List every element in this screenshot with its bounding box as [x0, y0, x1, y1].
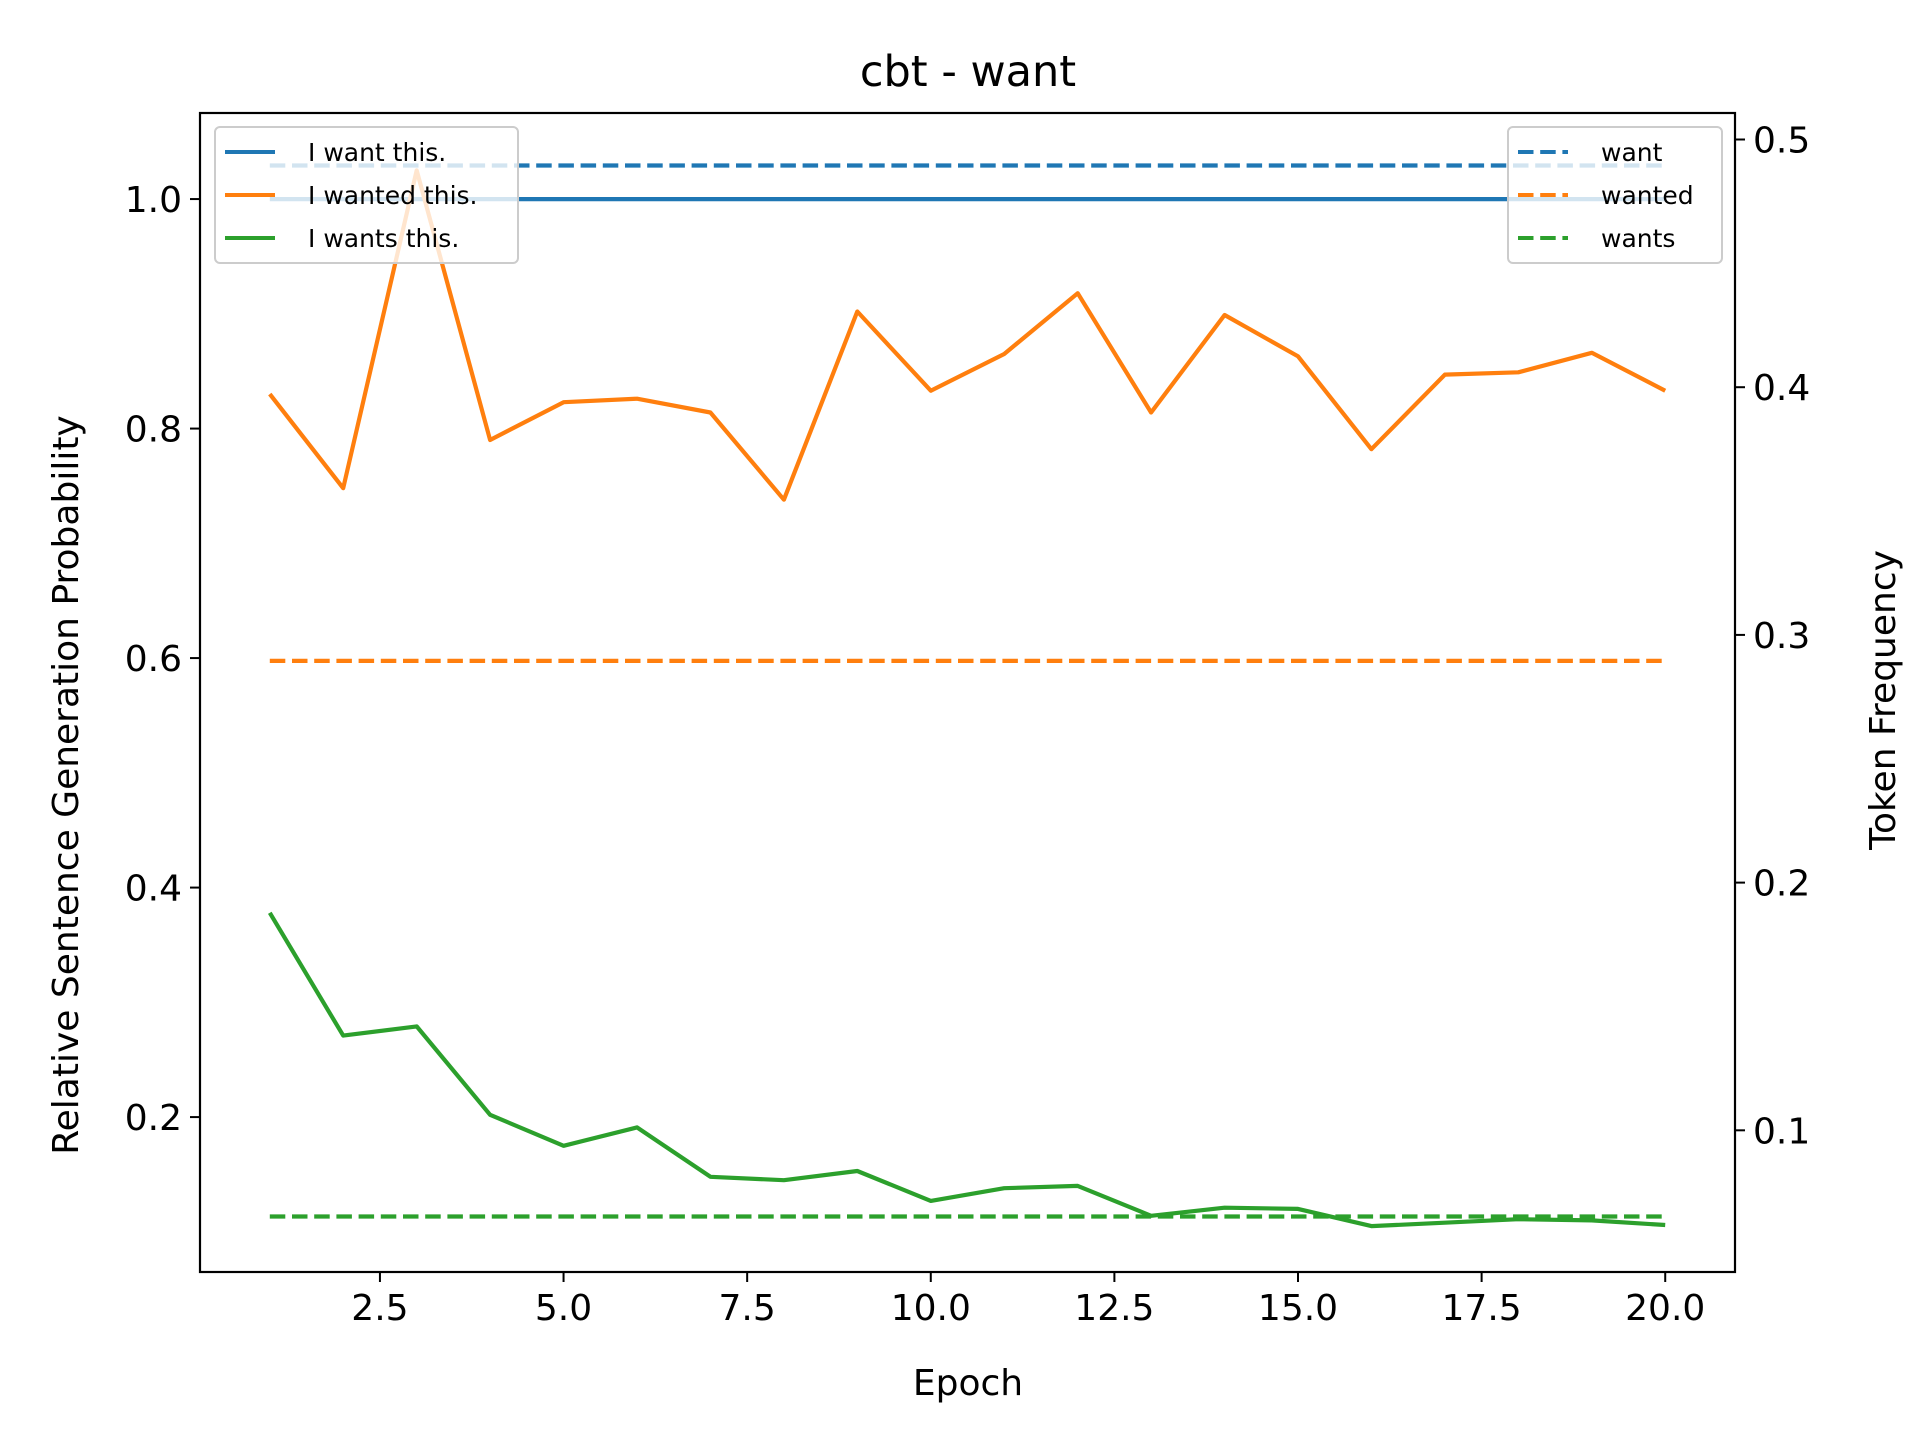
legends: I want this. I wanted this. I wants this. w… [214, 126, 1723, 264]
y-tick-label: 0.6 [125, 639, 182, 680]
y2-tick-label: 0.4 [1753, 368, 1810, 409]
plot-area [267, 163, 1667, 1229]
y-tick-label: 0.2 [125, 1098, 182, 1139]
x-tick-label: 5.0 [535, 1288, 592, 1329]
y2-tick-label: 0.1 [1753, 1111, 1810, 1152]
legend-box [214, 126, 519, 264]
axes: 2.5 5.0 7.5 10.0 12.5 15.0 17.5 20.0 0.2 0.4 0.6 0.… [125, 111, 1810, 1329]
y-tick-label: 0.4 [125, 869, 182, 910]
x-tick-label: 15.0 [1258, 1288, 1338, 1329]
x-tick-label: 17.5 [1442, 1288, 1522, 1329]
x-tick-label: 2.5 [351, 1288, 408, 1329]
legend-label: wants [1601, 224, 1675, 253]
y-tick-label: 0.8 [125, 410, 182, 451]
legend-label: wanted [1601, 181, 1694, 210]
y2-axis-label: Token Frequency [1863, 550, 1904, 851]
x-tick-label: 20.0 [1625, 1288, 1705, 1329]
y2-tick-label: 0.5 [1753, 121, 1810, 162]
series-line-2 [267, 911, 1666, 1229]
y-tick-label: 1.0 [125, 180, 182, 221]
x-axis-label: Epoch [913, 1363, 1023, 1404]
x-tick-label: 12.5 [1074, 1288, 1154, 1329]
y2-tick-label: 0.3 [1753, 616, 1810, 657]
legend-label: want [1601, 138, 1663, 167]
x-tick-label: 7.5 [719, 1288, 776, 1329]
x-tick-label: 10.0 [891, 1288, 971, 1329]
y-axis-label: Relative Sentence Generation Probability [46, 415, 87, 1154]
legend-label: I wants this. [308, 224, 459, 253]
series-line-1 [268, 168, 1667, 502]
legend-label: I want this. [308, 138, 446, 167]
y2-tick-label: 0.2 [1753, 864, 1810, 905]
axes-frame [198, 111, 1737, 1274]
legend-label: I wanted this. [308, 181, 478, 210]
chart-title: cbt - want [860, 47, 1076, 97]
legend-box [1507, 126, 1723, 264]
